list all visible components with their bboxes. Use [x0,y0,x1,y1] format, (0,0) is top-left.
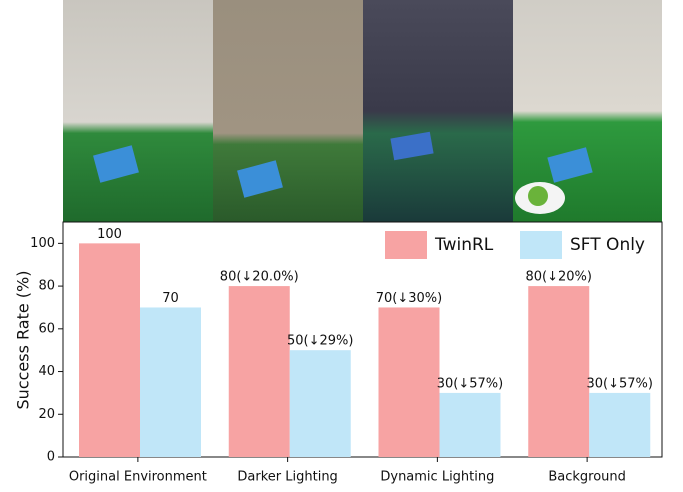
legend-swatch [520,231,562,259]
bar [589,392,651,457]
y-tick-label: 100 [30,236,55,251]
value-label: 70(↓30%) [376,291,442,306]
x-tick-label: Original Environment [69,470,207,485]
tray [93,145,139,183]
value-label: 80(↓20%) [526,270,592,285]
bar [439,392,501,457]
bar [528,286,590,457]
value-label: 30(↓57%) [437,376,503,391]
legend-label: SFT Only [570,235,645,255]
value-label: 50(↓29%) [287,334,353,349]
legend-label: TwinRL [434,235,494,255]
bar [79,243,140,457]
y-axis-label: Success Rate (%) [14,271,33,410]
tray [237,160,283,198]
value-label: 100 [97,227,122,242]
value-label: 70 [162,291,179,306]
bar [228,286,290,457]
legend-swatch [385,231,427,259]
y-tick-label: 60 [38,321,55,336]
value-label: 80(↓20.0%) [220,270,299,285]
bar [289,350,351,457]
x-tick-label: Background [548,470,626,485]
photo-strip [63,0,662,222]
y-tick-label: 0 [47,450,55,465]
x-tick-label: Dynamic Lighting [380,470,494,485]
x-tick-label: Darker Lighting [237,470,337,485]
tray [390,131,434,161]
photo [363,0,513,222]
value-label: 30(↓57%) [587,376,653,391]
bar [378,307,440,457]
photo [213,0,363,222]
apple [528,186,548,206]
y-tick-label: 80 [38,279,55,294]
y-tick-label: 20 [38,407,55,422]
tray [547,147,593,183]
y-tick-label: 40 [38,364,55,379]
bar [140,307,201,457]
photo [63,0,213,222]
plot-frame [62,221,663,458]
